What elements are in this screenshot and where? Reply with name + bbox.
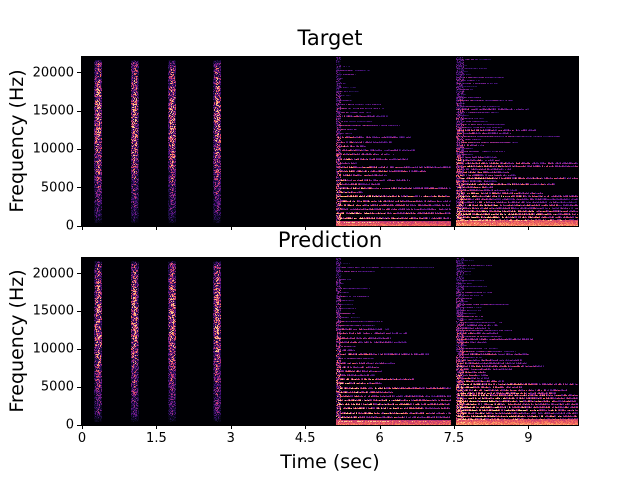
x-tick-label: 4.5 <box>294 431 316 446</box>
y-tick-label: 20000 <box>32 65 74 81</box>
x-tick-label: 7.5 <box>443 431 465 446</box>
x-tick-mark <box>454 226 455 230</box>
y-tick-label: 15000 <box>32 303 74 319</box>
x-tick-label: 6 <box>375 431 384 446</box>
x-tick-mark <box>454 425 455 429</box>
x-tick-mark <box>156 226 158 230</box>
y-tick-mark <box>77 148 81 150</box>
y-tick-label: 20000 <box>32 266 74 282</box>
x-tick-label: 0 <box>77 431 87 446</box>
y-tick-mark <box>77 386 81 388</box>
x-axis-label: Time (sec) <box>280 451 380 473</box>
spectrogram-image-target <box>82 57 578 226</box>
y-tick-mark <box>77 110 81 112</box>
x-tick-mark <box>528 226 530 230</box>
x-tick-mark <box>379 226 381 230</box>
y-tick-label: 15000 <box>32 103 74 119</box>
y-tick-label: 5000 <box>40 180 74 196</box>
x-tick-mark <box>305 425 307 429</box>
x-tick-mark <box>82 425 83 429</box>
y-axis-label-prediction: Frequency (Hz) <box>6 269 28 413</box>
x-tick-label: 3 <box>226 431 235 446</box>
y-tick-label: 0 <box>65 417 74 433</box>
y-tick-mark <box>77 273 81 275</box>
y-tick-mark <box>77 310 81 312</box>
chart-title-target: Target <box>297 26 363 50</box>
y-tick-mark <box>77 348 81 350</box>
y-tick-mark <box>77 225 81 227</box>
chart-title-prediction: Prediction <box>277 228 383 252</box>
x-tick-mark <box>379 425 381 429</box>
spectrogram-plot-prediction: 0 1.5 3 4.5 6 7.5 9 0 5000 10000 15000 20000 <box>33 257 579 445</box>
x-tick-mark <box>230 226 232 230</box>
spectrogram-image-prediction <box>82 258 578 425</box>
y-tick-mark <box>77 72 81 74</box>
x-tick-mark <box>230 425 232 429</box>
x-tick-label: 9 <box>524 431 533 446</box>
y-tick-mark <box>77 424 81 426</box>
y-tick-label: 0 <box>65 218 74 234</box>
spectrogram-plot-target: 0 5000 10000 15000 20000 <box>33 56 579 233</box>
y-tick-mark <box>77 187 81 189</box>
y-axis-label-target: Frequency (Hz) <box>6 69 28 213</box>
x-tick-mark <box>82 226 83 230</box>
x-tick-mark <box>305 226 307 230</box>
y-tick-label: 5000 <box>40 379 74 395</box>
x-tick-label: 1.5 <box>146 431 167 446</box>
x-tick-mark <box>156 425 158 429</box>
y-tick-label: 10000 <box>32 341 74 357</box>
x-tick-mark <box>528 425 530 429</box>
y-tick-label: 10000 <box>32 141 74 157</box>
